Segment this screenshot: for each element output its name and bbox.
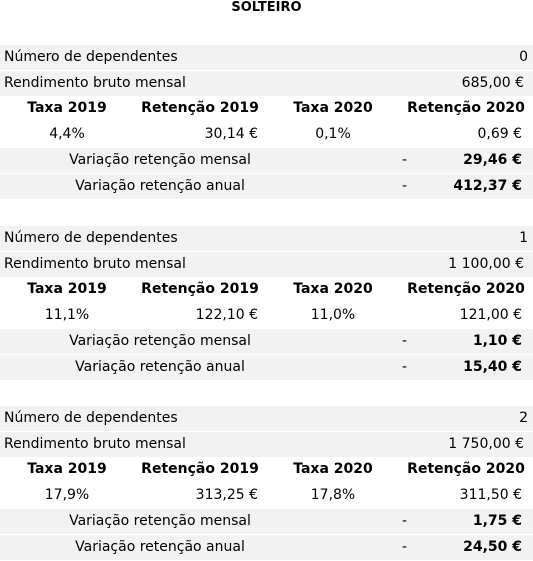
table-row: Número de dependentes 0 [0,45,533,70]
column-header: Retenção 2019 [141,100,259,117]
table-row: Variação retenção mensal - 1,75 € [0,508,533,534]
income-value: 1 750,00 € [448,435,524,452]
dependents-value: 2 [519,410,528,426]
table-row: 4,4% 30,14 € 0,1% 0,69 € [0,122,533,147]
table-row: Rendimento bruto mensal 685,00 € [0,70,533,96]
column-header: Taxa 2019 [27,281,107,298]
variation-sign: - [402,538,408,555]
table-row: Número de dependentes 2 [0,406,533,431]
dependents-label: Número de dependentes [4,230,178,246]
dependents-value: 0 [519,49,528,65]
table-row: Variação retenção anual - 24,50 € [0,534,533,560]
table-row: Rendimento bruto mensal 1 100,00 € [0,251,533,277]
variation-label: Variação retenção mensal [69,332,251,349]
cell-value: 11,1% [44,307,90,324]
column-header: Retenção 2019 [141,461,259,478]
variation-sign: - [402,177,408,194]
cell-value: 4,4% [49,126,85,143]
column-header: Retenção 2020 [407,281,525,298]
variation-label: Variação retenção mensal [69,512,251,529]
column-header: Taxa 2019 [27,461,107,478]
variation-value: 1,10 € [472,332,522,349]
dependents-label: Número de dependentes [4,410,178,426]
column-header: Retenção 2020 [407,461,525,478]
cell-value: 11,0% [310,307,356,324]
table-row: Variação retenção anual - 15,40 € [0,354,533,380]
variation-sign: - [402,512,408,529]
cell-value: 121,00 € [459,307,522,324]
dependents-value: 1 [519,230,528,246]
variation-value: 1,75 € [472,512,522,529]
cell-value: 17,9% [44,487,90,504]
title: SOLTEIRO [231,0,302,15]
variation-value: 412,37 € [453,177,522,194]
income-label: Rendimento bruto mensal [4,255,186,272]
variation-label: Variação retenção anual [75,177,245,194]
column-header: Taxa 2019 [27,100,107,117]
column-header: Taxa 2020 [293,461,373,478]
table-row: Taxa 2019 Retenção 2019 Taxa 2020 Retenção … [0,277,533,302]
income-label: Rendimento bruto mensal [4,74,186,91]
variation-label: Variação retenção anual [75,358,245,375]
dependents-label: Número de dependentes [4,49,178,65]
variation-label: Variação retenção anual [75,538,245,555]
table-row: Variação retenção mensal - 29,46 € [0,147,533,173]
variation-sign: - [402,151,408,168]
variation-label: Variação retenção mensal [69,151,251,168]
variation-sign: - [402,358,408,375]
table-row: Taxa 2019 Retenção 2019 Taxa 2020 Retenção … [0,96,533,121]
income-value: 685,00 € [461,74,524,91]
table-row: Número de dependentes 1 [0,226,533,251]
table-row: Variação retenção mensal - 1,10 € [0,328,533,354]
cell-value: 0,69 € [477,126,522,143]
income-label: Rendimento bruto mensal [4,435,186,452]
cell-value: 311,50 € [459,487,522,504]
column-header: Taxa 2020 [293,281,373,298]
column-header: Retenção 2020 [407,100,525,117]
table-row: 11,1% 122,10 € 11,0% 121,00 € [0,303,533,328]
cell-value: 0,1% [315,126,351,143]
variation-value: 24,50 € [463,538,522,555]
table-row: 17,9% 313,25 € 17,8% 311,50 € [0,483,533,508]
cell-value: 17,8% [310,487,356,504]
column-header: Retenção 2019 [141,281,259,298]
variation-value: 29,46 € [463,151,522,168]
cell-value: 30,14 € [204,126,258,143]
cell-value: 313,25 € [195,487,258,504]
table-row: Variação retenção anual - 412,37 € [0,173,533,199]
variation-value: 15,40 € [463,358,522,375]
cell-value: 122,10 € [195,307,258,324]
table-row: Taxa 2019 Retenção 2019 Taxa 2020 Retenção … [0,457,533,482]
variation-sign: - [402,332,408,349]
column-header: Taxa 2020 [293,100,373,117]
table-row: Rendimento bruto mensal 1 750,00 € [0,431,533,457]
income-value: 1 100,00 € [448,255,524,272]
